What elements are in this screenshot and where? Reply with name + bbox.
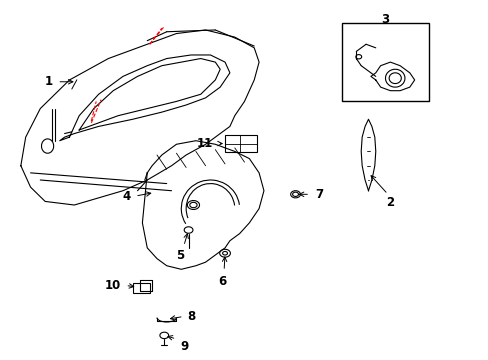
Text: 5: 5 xyxy=(176,249,184,262)
Text: 10: 10 xyxy=(104,279,120,292)
Text: 3: 3 xyxy=(381,13,389,26)
Text: 6: 6 xyxy=(218,275,226,288)
Bar xyxy=(132,283,149,293)
Text: 1: 1 xyxy=(44,75,52,88)
Text: 7: 7 xyxy=(314,188,323,201)
Text: 2: 2 xyxy=(386,196,394,209)
Bar xyxy=(341,23,428,102)
Text: 9: 9 xyxy=(180,340,188,353)
Text: 11: 11 xyxy=(196,137,212,150)
Text: 4: 4 xyxy=(122,190,130,203)
Bar xyxy=(224,135,256,152)
Text: 8: 8 xyxy=(187,310,196,323)
